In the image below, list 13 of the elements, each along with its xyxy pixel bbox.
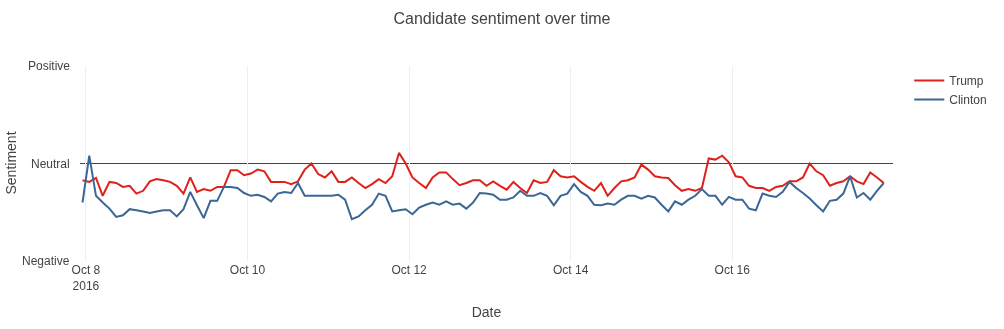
- x-tick-label: Oct 14: [552, 263, 589, 277]
- ref-line-label: Neutral: [31, 157, 70, 171]
- text: Positive: [28, 59, 71, 73]
- x-tick-label: Oct 10: [229, 263, 266, 277]
- x-tick-label: Oct 8 2016: [71, 263, 101, 293]
- x-axis-title: Date: [471, 303, 502, 320]
- text: Negative: [22, 254, 70, 268]
- x-tick-label: Oct 12: [391, 263, 428, 277]
- legend-label: Trump: [949, 74, 984, 89]
- legend-label: Clinton: [949, 93, 987, 108]
- y-axis-title: Sentiment: [2, 131, 19, 195]
- chart-title: Candidate sentiment over time: [393, 10, 611, 28]
- x-tick-label: Oct 16: [714, 263, 751, 277]
